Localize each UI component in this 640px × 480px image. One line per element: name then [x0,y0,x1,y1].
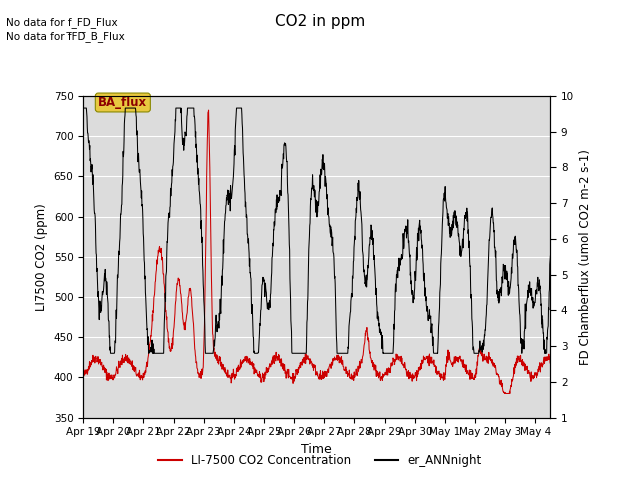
Text: CO2 in ppm: CO2 in ppm [275,14,365,29]
Y-axis label: FD Chamberflux (umol CO2 m-2 s-1): FD Chamberflux (umol CO2 m-2 s-1) [579,149,593,365]
Text: BA_flux: BA_flux [99,96,147,109]
Text: No data for f_FD_Flux: No data for f_FD_Flux [6,17,118,28]
Legend: LI-7500 CO2 Concentration, er_ANNnight: LI-7500 CO2 Concentration, er_ANNnight [153,449,487,472]
X-axis label: Time: Time [301,443,332,456]
Text: No data for f̅FD̅_B_Flux: No data for f̅FD̅_B_Flux [6,31,125,42]
Y-axis label: LI7500 CO2 (ppm): LI7500 CO2 (ppm) [35,203,48,311]
